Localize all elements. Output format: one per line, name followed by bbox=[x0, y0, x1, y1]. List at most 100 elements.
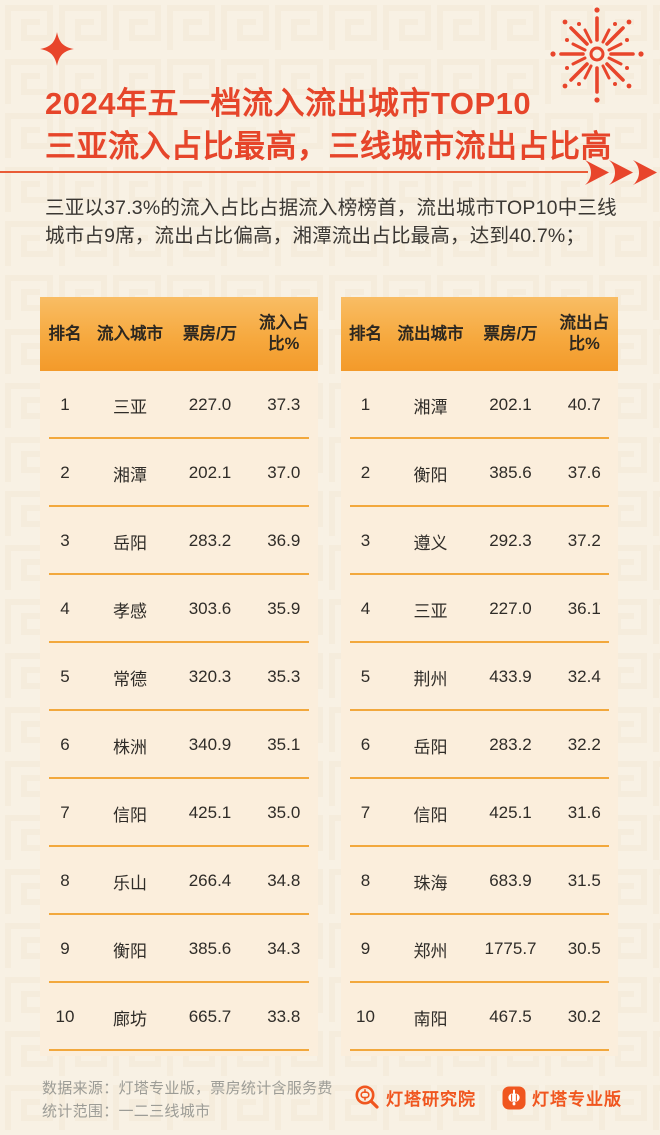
cell-city: 信阳 bbox=[413, 805, 448, 825]
cell-city: 信阳 bbox=[113, 805, 147, 825]
cell-boxoffice: 227.0 bbox=[489, 599, 532, 618]
brand-beacon-institute: 灯塔研究院 bbox=[354, 1084, 476, 1111]
cell-city: 珠海 bbox=[413, 873, 448, 893]
cell-share: 32.2 bbox=[567, 735, 601, 754]
cell-city: 三亚 bbox=[113, 397, 147, 417]
cell-share: 31.6 bbox=[567, 803, 601, 822]
cell-boxoffice: 433.9 bbox=[489, 667, 532, 686]
cell-boxoffice: 683.9 bbox=[489, 871, 532, 890]
table-row: 6 株洲 340.9 35.1 bbox=[40, 711, 318, 779]
cell-boxoffice: 303.6 bbox=[188, 599, 232, 618]
triple-arrow-icon bbox=[585, 160, 657, 185]
outflow-table-header: 排名 流出城市 票房/万 流出占比% bbox=[340, 297, 618, 371]
cell-city: 岳阳 bbox=[113, 533, 147, 553]
table-row: 3 岳阳 283.2 36.9 bbox=[40, 507, 318, 575]
cell-rank: 6 bbox=[360, 735, 371, 754]
brand-logos: 灯塔研究院 灯塔专业版 bbox=[354, 1084, 622, 1111]
cell-boxoffice: 202.1 bbox=[489, 395, 532, 414]
outflow-col-boxoffice: 票房/万 bbox=[483, 324, 538, 343]
cell-rank: 8 bbox=[60, 871, 70, 890]
summary-text: 三亚以37.3%的流入占比占据流入榜榜首，流出城市TOP10中三线城市占9席，流… bbox=[45, 197, 617, 247]
outflow-col-share: 流出占比% bbox=[559, 314, 610, 353]
cell-share: 35.9 bbox=[267, 599, 301, 618]
cell-city: 廊坊 bbox=[113, 1009, 147, 1029]
cell-boxoffice: 385.6 bbox=[188, 939, 232, 958]
title-line-1: 2024年五一档流入流出城市TOP10 bbox=[45, 86, 532, 121]
cell-share: 35.3 bbox=[267, 667, 301, 686]
cell-share: 37.3 bbox=[267, 395, 301, 414]
cell-rank: 9 bbox=[60, 939, 70, 958]
data-source-note: 数据来源：灯塔专业版，票房统计含服务费 统计范围：一二三线城市 bbox=[42, 1077, 402, 1123]
table-row: 2 衡阳 385.6 37.6 bbox=[341, 439, 619, 507]
magnifier-lantern-icon bbox=[355, 1085, 379, 1109]
lantern-app-icon bbox=[502, 1086, 526, 1109]
cell-boxoffice: 292.3 bbox=[489, 531, 532, 550]
cell-boxoffice: 227.0 bbox=[188, 395, 232, 414]
outflow-table: 排名 流出城市 票房/万 流出占比% 1 湘潭 202.1 40.7 2 bbox=[340, 297, 619, 1056]
cell-rank: 1 bbox=[360, 395, 371, 414]
table-row: 6 岳阳 283.2 32.2 bbox=[341, 711, 619, 779]
cell-boxoffice: 283.2 bbox=[489, 735, 532, 754]
outflow-col-rank: 排名 bbox=[349, 324, 382, 343]
cell-city: 孝感 bbox=[113, 601, 147, 621]
table-row: 1 湘潭 202.1 40.7 bbox=[341, 371, 619, 439]
table-row: 5 常德 320.3 35.3 bbox=[40, 643, 318, 711]
cell-boxoffice: 665.7 bbox=[188, 1007, 232, 1026]
cell-city: 荆州 bbox=[413, 669, 448, 689]
table-row: 10 南阳 467.5 30.2 bbox=[341, 983, 619, 1051]
cell-rank: 10 bbox=[356, 1007, 375, 1026]
cell-city: 郑州 bbox=[413, 941, 448, 961]
cell-rank: 6 bbox=[60, 735, 70, 754]
cell-boxoffice: 425.1 bbox=[188, 803, 232, 822]
cell-boxoffice: 340.9 bbox=[188, 735, 232, 754]
outflow-table-body: 1 湘潭 202.1 40.7 2 衡阳 385.6 37.6 3 bbox=[340, 371, 619, 1056]
cell-share: 36.1 bbox=[567, 599, 601, 618]
cell-rank: 2 bbox=[360, 463, 371, 482]
cell-boxoffice: 385.6 bbox=[489, 463, 532, 482]
cell-share: 37.0 bbox=[267, 463, 301, 482]
cell-city: 岳阳 bbox=[413, 737, 448, 757]
cell-rank: 1 bbox=[60, 395, 70, 414]
cell-city: 衡阳 bbox=[113, 941, 147, 961]
cell-rank: 10 bbox=[55, 1007, 75, 1026]
cell-city: 湘潭 bbox=[413, 397, 448, 417]
cell-share: 37.2 bbox=[567, 531, 601, 550]
cell-share: 35.1 bbox=[267, 735, 301, 754]
cell-share: 33.8 bbox=[267, 1007, 301, 1026]
inflow-table-header: 排名 流入城市 票房/万 流入占比% bbox=[40, 297, 318, 371]
scope-line: 统计范围：一二三线城市 bbox=[42, 1103, 211, 1120]
table-row: 2 湘潭 202.1 37.0 bbox=[40, 439, 318, 507]
table-row: 1 三亚 227.0 37.3 bbox=[40, 371, 318, 439]
brand-label: 灯塔研究院 bbox=[386, 1090, 476, 1109]
table-row: 8 珠海 683.9 31.5 bbox=[341, 847, 619, 915]
cell-rank: 8 bbox=[360, 871, 371, 890]
cell-share: 34.8 bbox=[267, 871, 301, 890]
cell-share: 36.9 bbox=[267, 531, 301, 550]
cell-rank: 7 bbox=[60, 803, 70, 822]
cell-city: 南阳 bbox=[413, 1009, 448, 1029]
inflow-table-body: 1 三亚 227.0 37.3 2 湘潭 202.1 37.0 3 bbox=[40, 371, 318, 1056]
cell-boxoffice: 1775.7 bbox=[484, 939, 537, 958]
cell-share: 37.6 bbox=[567, 463, 601, 482]
inflow-col-rank: 排名 bbox=[48, 324, 82, 343]
inflow-col-boxoffice: 票房/万 bbox=[182, 324, 238, 343]
table-row: 4 孝感 303.6 35.9 bbox=[40, 575, 318, 643]
source-line: 数据来源：灯塔专业版，票房统计含服务费 bbox=[42, 1080, 333, 1097]
cell-rank: 3 bbox=[360, 531, 371, 550]
cell-rank: 7 bbox=[360, 803, 371, 822]
inflow-col-share: 流入占比% bbox=[259, 314, 309, 353]
table-row: 7 信阳 425.1 31.6 bbox=[341, 779, 619, 847]
table-row: 8 乐山 266.4 34.8 bbox=[40, 847, 318, 915]
table-row: 9 衡阳 385.6 34.3 bbox=[40, 915, 318, 983]
outflow-col-city: 流出城市 bbox=[397, 324, 464, 343]
cell-city: 湘潭 bbox=[113, 465, 147, 485]
title-divider bbox=[0, 171, 588, 173]
cell-rank: 2 bbox=[60, 463, 70, 482]
cell-boxoffice: 283.2 bbox=[188, 531, 232, 550]
cell-rank: 3 bbox=[60, 531, 70, 550]
cell-share: 35.0 bbox=[267, 803, 301, 822]
cell-boxoffice: 266.4 bbox=[188, 871, 232, 890]
firework-icon bbox=[550, 7, 644, 103]
cell-rank: 5 bbox=[60, 667, 70, 686]
